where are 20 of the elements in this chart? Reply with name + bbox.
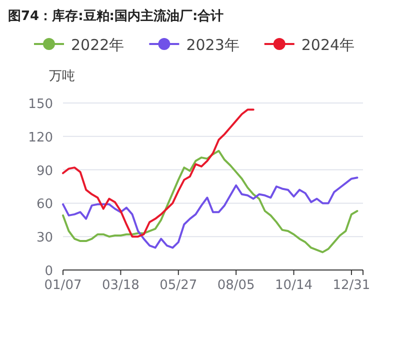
y-tick-label: 90 — [36, 164, 53, 179]
legend-label: 2024年 — [301, 36, 355, 54]
y-tick-label: 30 — [36, 230, 53, 246]
x-tick-label: 08/05 — [217, 278, 255, 293]
line-series — [62, 108, 254, 238]
legend-label: 2022年 — [71, 36, 124, 54]
y-axis-title: 万吨 — [49, 69, 75, 84]
y-tick-label: 120 — [28, 130, 53, 146]
x-tick-label: 10/14 — [275, 278, 313, 293]
y-tick-label: 150 — [28, 97, 53, 112]
x-tick-label: 05/27 — [160, 278, 198, 293]
x-tick-label: 01/07 — [44, 278, 82, 293]
x-tick-label: 03/18 — [102, 278, 140, 293]
chart-title: 图74：库存:豆粕:国内主流油厂:合计 — [8, 8, 224, 24]
legend-label: 2023年 — [186, 36, 240, 54]
line-series — [62, 150, 358, 254]
y-tick-label: 60 — [36, 197, 53, 212]
y-tick-label: 0 — [44, 264, 53, 279]
x-tick-label: 12/31 — [332, 278, 370, 293]
line-series — [62, 176, 358, 249]
